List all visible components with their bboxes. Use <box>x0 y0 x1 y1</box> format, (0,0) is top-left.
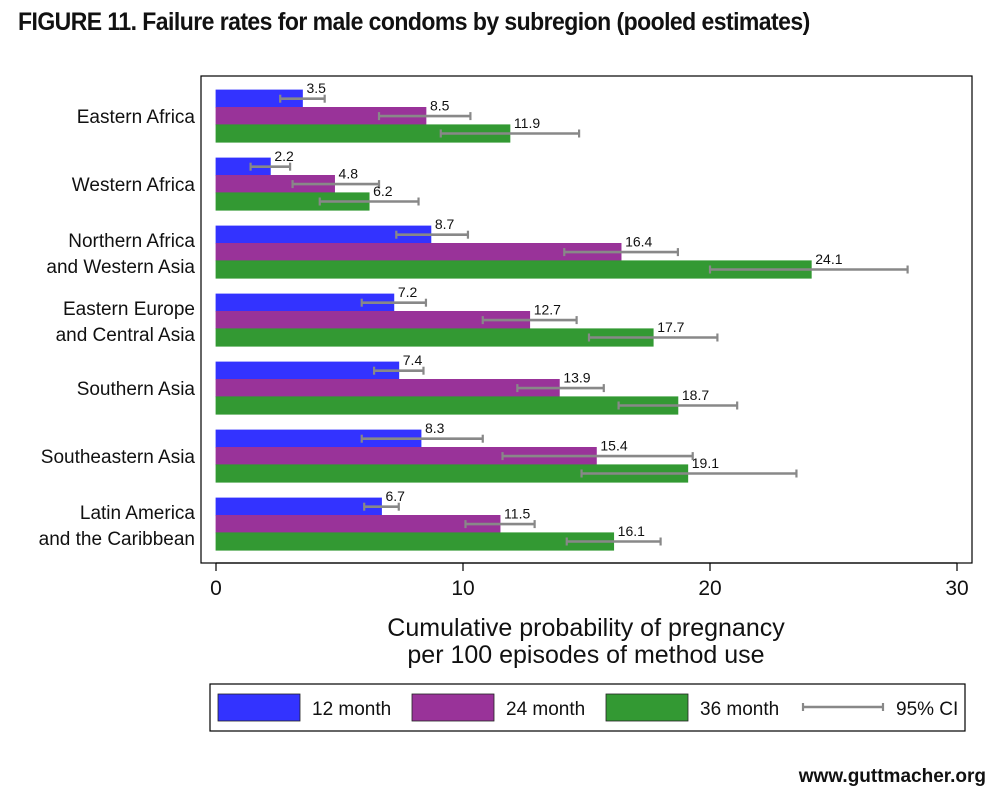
data-label: 8.5 <box>430 97 450 113</box>
data-label: 7.2 <box>398 284 418 300</box>
x-tick-label: 10 <box>451 577 474 600</box>
data-label: 16.1 <box>618 523 645 539</box>
bar <box>215 515 501 534</box>
data-label: 8.3 <box>425 420 445 436</box>
legend-frame <box>209 683 966 732</box>
data-label: 7.4 <box>403 352 423 368</box>
bar <box>215 532 615 551</box>
data-label: 6.7 <box>385 488 405 504</box>
data-label: 15.4 <box>600 437 627 453</box>
bar <box>215 242 622 262</box>
legend-key <box>217 693 301 722</box>
data-label: 4.8 <box>339 165 359 181</box>
legend-label: 12 month <box>312 699 391 720</box>
x-tick-label: 0 <box>210 577 222 600</box>
category-label: Western Africa <box>72 175 196 196</box>
data-label: 19.1 <box>692 455 719 471</box>
x-axis-title-line-1: Cumulative probability of pregnancy <box>387 614 785 642</box>
bar <box>215 361 400 380</box>
legend: 12 month 24 month 36 month 95% CI <box>209 683 966 732</box>
category-label: Eastern Africa <box>77 107 196 128</box>
category-label: Latin America <box>80 503 196 524</box>
x-axis: 0 10 20 30 <box>210 562 969 600</box>
x-tick-label: 30 <box>945 577 968 600</box>
data-label: 16.4 <box>625 233 652 249</box>
data-label: 18.7 <box>682 387 709 403</box>
data-label: 17.7 <box>657 319 684 335</box>
data-label: 6.2 <box>373 183 393 199</box>
x-axis-title-line-2: per 100 episodes of method use <box>407 641 764 669</box>
legend-key <box>605 693 689 722</box>
bar <box>215 497 382 516</box>
data-label: 8.7 <box>435 216 455 232</box>
data-label: 13.9 <box>563 369 590 385</box>
data-label: 2.2 <box>274 148 294 164</box>
data-label: 11.9 <box>514 115 540 131</box>
legend-key <box>411 693 495 722</box>
data-label: 3.5 <box>306 80 326 96</box>
bar <box>215 396 679 415</box>
x-tick-label: 20 <box>698 577 721 600</box>
legend-label: 36 month <box>700 699 779 720</box>
bar <box>215 328 654 347</box>
data-label: 11.5 <box>504 505 530 521</box>
category-label: Southern Asia <box>77 379 196 400</box>
legend-label: 24 month <box>506 699 585 720</box>
legend-label: 95% CI <box>896 699 958 720</box>
category-label: and Central Asia <box>56 325 196 346</box>
category-label: Northern Africa <box>68 231 195 252</box>
data-label: 24.1 <box>815 251 842 267</box>
category-label: and the Caribbean <box>39 529 195 550</box>
bar <box>215 378 560 398</box>
category-label: Eastern Europe <box>63 299 195 320</box>
category-labels: Eastern Africa Western Africa Northern Afr… <box>39 107 196 550</box>
figure-title: FIGURE 11. Failure rates for male condom… <box>18 8 810 36</box>
bars-group: 3.5 8.5 11.9 2.2 4.8 6.2 8.7 16.4 24.1 7.2 12.7 17.… <box>215 80 909 551</box>
category-label: Southeastern Asia <box>41 447 196 468</box>
credit-url: www.guttmacher.org <box>798 766 986 787</box>
data-label: 12.7 <box>534 301 561 317</box>
category-label: and Western Asia <box>46 257 195 278</box>
